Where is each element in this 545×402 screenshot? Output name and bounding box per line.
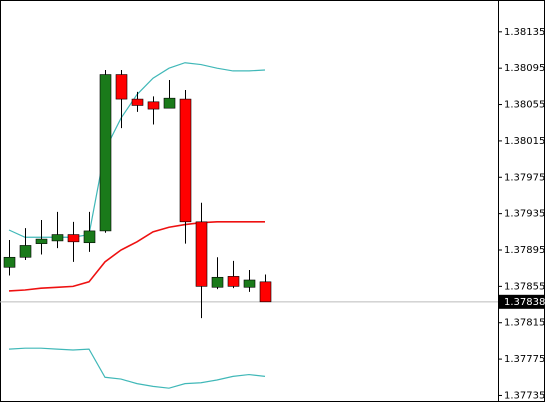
y-tick-label: 1.38095 xyxy=(504,63,545,74)
y-tick-label: 1.37935 xyxy=(504,209,545,220)
candle-body xyxy=(115,74,128,100)
y-tick-label: 1.37775 xyxy=(504,354,545,365)
y-tick-label: 1.37895 xyxy=(504,245,545,256)
candle-body xyxy=(227,276,240,287)
candle-body xyxy=(163,97,176,109)
y-tick-label: 1.38055 xyxy=(504,100,545,111)
y-tick-label: 1.37855 xyxy=(504,281,545,292)
candle-body xyxy=(179,98,192,223)
candle-body xyxy=(83,230,96,244)
y-tick-label: 1.37815 xyxy=(504,318,545,329)
y-tick-label: 1.37735 xyxy=(504,390,545,401)
candle-body xyxy=(3,256,16,268)
candle-body xyxy=(259,281,272,303)
candle-body xyxy=(211,276,224,288)
candle-body xyxy=(19,245,32,258)
candle-body xyxy=(35,238,48,244)
candle-body xyxy=(147,101,160,110)
candle-body xyxy=(51,234,64,242)
candle-body xyxy=(195,221,208,287)
y-tick-label: 1.38135 xyxy=(504,27,545,38)
candle-body xyxy=(99,74,112,232)
current-price-box xyxy=(499,294,544,309)
y-tick-label: 1.38015 xyxy=(504,136,545,147)
band-line xyxy=(8,347,266,389)
candle-body xyxy=(243,279,256,288)
y-tick-label: 1.37975 xyxy=(504,172,545,183)
candle-body xyxy=(131,98,144,106)
band-line xyxy=(8,221,265,292)
candle-body xyxy=(67,234,80,243)
current-price-label: 1.37838 xyxy=(504,297,545,308)
